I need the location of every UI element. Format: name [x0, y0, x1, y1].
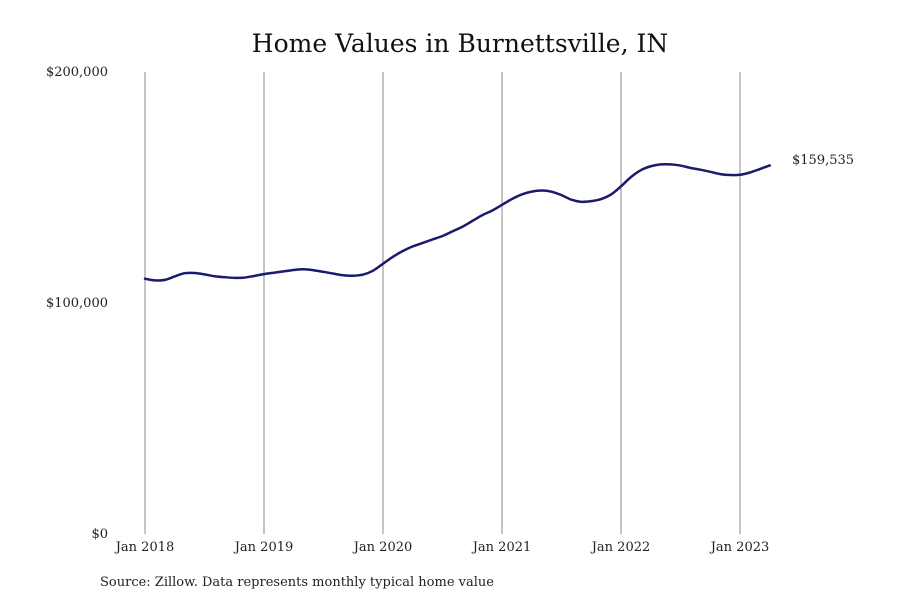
source-note: Source: Zillow. Data represents monthly …	[100, 575, 494, 590]
end-value-label: $159,535	[792, 153, 854, 168]
y-tick-label: $200,000	[46, 65, 108, 80]
x-tick-label: Jan 2021	[471, 540, 532, 555]
series-line	[143, 162, 771, 282]
chart-title: Home Values in Burnettsville, IN	[252, 29, 668, 58]
x-tick-label: Jan 2018	[114, 540, 175, 555]
x-tick-label: Jan 2023	[709, 540, 770, 555]
x-tick-label: Jan 2019	[233, 540, 294, 555]
x-tick-label: Jan 2020	[352, 540, 413, 555]
y-tick-label: $0	[91, 527, 108, 542]
x-axis-ticks: Jan 2018 Jan 2019 Jan 2020 Jan 2021 Jan 2022…	[114, 540, 770, 555]
gridlines	[144, 72, 741, 534]
y-tick-label: $100,000	[46, 296, 108, 311]
x-tick-label: Jan 2022	[590, 540, 651, 555]
y-axis-ticks: $0 $100,000 $200,000	[46, 65, 108, 542]
